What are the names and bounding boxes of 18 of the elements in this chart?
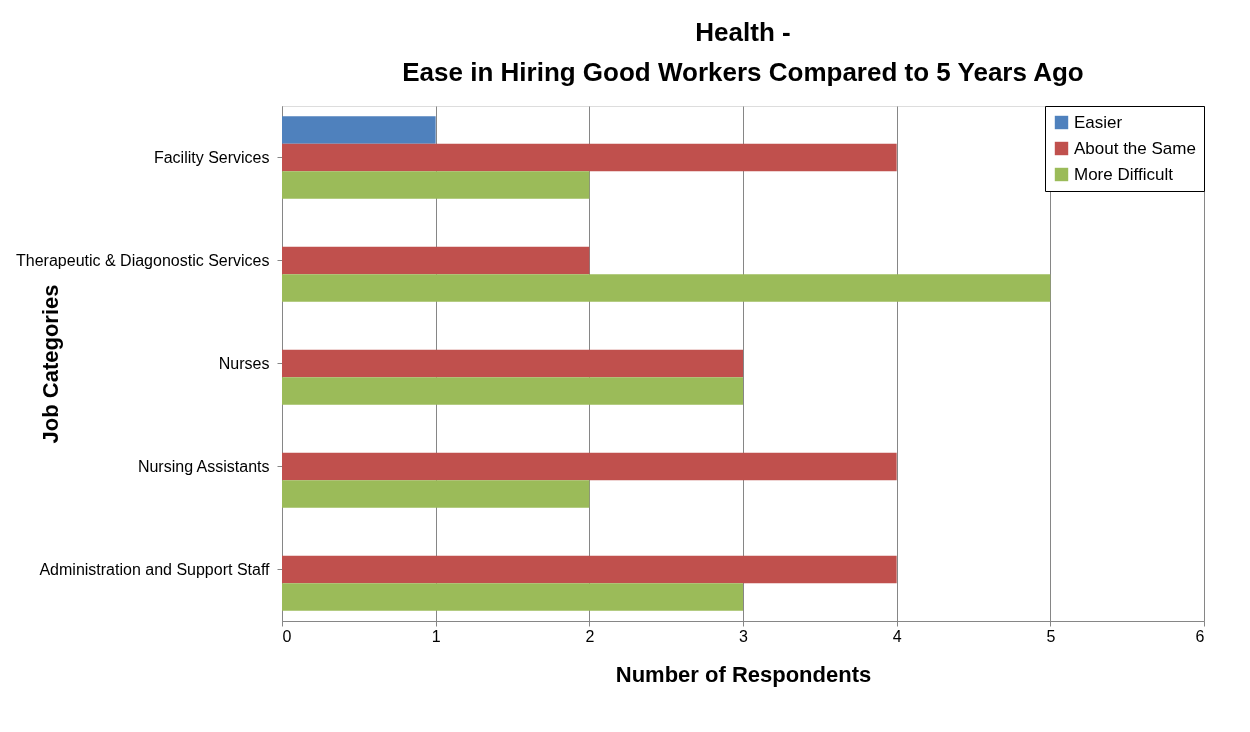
x-tick-label: 3 xyxy=(739,627,749,645)
x-axis-title: Number of Respondents xyxy=(615,661,872,687)
legend-label: More Difficult xyxy=(1074,164,1174,184)
x-tick-label: 2 xyxy=(585,627,595,645)
y-tick-label: Facility Services xyxy=(153,148,270,166)
y-axis-title: Job Categories xyxy=(37,284,63,444)
y-tick-label: Nursing Assistants xyxy=(137,457,270,475)
legend-label: About the Same xyxy=(1074,138,1196,158)
chart-title: Health - Ease in Hiring Good Workers Compared to 5 Years Ago xyxy=(402,17,1084,87)
x-tick-label: 6 xyxy=(1195,627,1205,645)
y-tick-label: Therapeutic & Diagonostic Services xyxy=(16,251,270,269)
x-tick-label: 4 xyxy=(892,627,902,645)
x-tick-label: 1 xyxy=(431,627,441,645)
legend-label: Easier xyxy=(1074,112,1123,132)
y-tick-label: Nurses xyxy=(218,354,270,372)
x-tick-label: 5 xyxy=(1046,627,1056,645)
x-tick-label: 0 xyxy=(282,627,292,645)
y-tick-label: Administration and Support Staff xyxy=(39,560,271,578)
